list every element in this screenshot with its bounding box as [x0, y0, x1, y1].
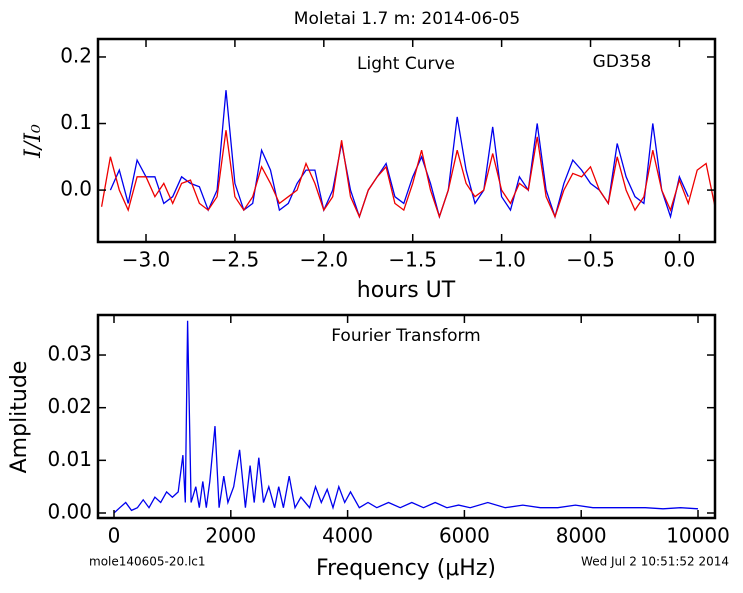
panel-annotation: Light Curve — [357, 54, 455, 74]
y-axis-label: Amplitude — [7, 361, 32, 474]
x-axis-label: Frequency (μHz) — [316, 556, 496, 581]
data-line — [113, 320, 699, 514]
y-tick-label: 0.01 — [47, 447, 92, 471]
x-tick-label: −2.0 — [300, 248, 349, 272]
data-line — [109, 90, 689, 220]
x-tick-label: 10000 — [666, 524, 730, 548]
x-tick-label: −3.0 — [122, 248, 171, 272]
x-tick-label: −1.5 — [388, 248, 437, 272]
plot-frame — [96, 313, 717, 520]
y-tick-label: 0.03 — [47, 342, 92, 366]
y-tick-label: 0.00 — [47, 499, 92, 523]
y-tick-label: 0.02 — [47, 394, 92, 418]
y-tick-label: 0.1 — [60, 110, 92, 134]
x-tick-label: 2000 — [205, 524, 256, 548]
x-tick-label: 6000 — [439, 524, 490, 548]
star-name: GD358 — [593, 52, 652, 72]
x-tick-label: −2.5 — [211, 248, 260, 272]
y-tick-label: 0.2 — [60, 43, 92, 67]
y-axis-label: I/I₀ — [21, 124, 46, 159]
chart-title: Moletai 1.7 m: 2014-06-05 — [294, 9, 520, 29]
data-line — [100, 130, 716, 219]
timestamp: Wed Jul 2 10:51:52 2014 — [581, 555, 729, 569]
x-tick-label: −0.5 — [566, 248, 615, 272]
file-name: mole140605-20.lc1 — [89, 555, 206, 569]
panel-annotation: Fourier Transform — [331, 326, 480, 346]
y-tick-label: 0.0 — [60, 177, 92, 201]
x-tick-label: 0 — [108, 524, 121, 548]
x-tick-label: 8000 — [556, 524, 607, 548]
x-tick-label: 0.0 — [664, 248, 696, 272]
x-axis-label: hours UT — [357, 278, 456, 303]
plot-frame — [96, 37, 717, 244]
x-tick-label: 4000 — [322, 524, 373, 548]
x-tick-label: −1.0 — [477, 248, 526, 272]
